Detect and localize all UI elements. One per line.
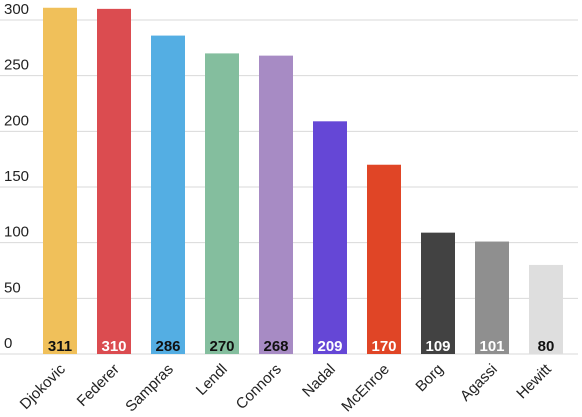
x-tick-label: Nadal [299,361,339,401]
x-tick-label: Lendl [193,361,231,399]
value-label: 268 [263,338,288,355]
y-tick-label: 0 [4,335,12,352]
y-tick-label: 100 [4,224,29,241]
bar [421,232,455,354]
y-tick-label: 300 [4,1,29,18]
value-label: 80 [538,338,555,355]
x-tick-label: Connors [233,361,285,413]
bar [529,264,563,354]
y-tick-label: 50 [4,279,21,296]
value-label: 209 [317,338,342,355]
bar [43,7,77,355]
x-tick-label: Federer [74,361,123,410]
y-tick-label: 150 [4,168,29,185]
x-tick-label: McEnroe [338,361,392,415]
value-label: 310 [101,338,126,355]
bar [259,55,293,354]
value-label: 109 [425,338,450,355]
y-tick-label: 200 [4,112,29,129]
x-tick-label: Djokovic [17,360,69,412]
bar [313,121,347,355]
value-label: 170 [371,338,396,355]
bar [367,164,401,354]
value-label: 311 [48,338,72,355]
bar [205,53,239,355]
x-tick-label: Sampras [122,361,176,415]
bar [475,241,509,354]
bar [97,8,131,354]
value-label: 101 [479,338,504,355]
x-tick-label: Agassi [457,361,501,405]
value-label: 270 [209,338,234,355]
x-tick-label: Hewitt [513,360,555,402]
value-label: 286 [155,338,180,355]
x-tick-label: Borg [412,361,446,395]
bar [151,35,185,354]
y-tick-label: 250 [4,57,29,74]
